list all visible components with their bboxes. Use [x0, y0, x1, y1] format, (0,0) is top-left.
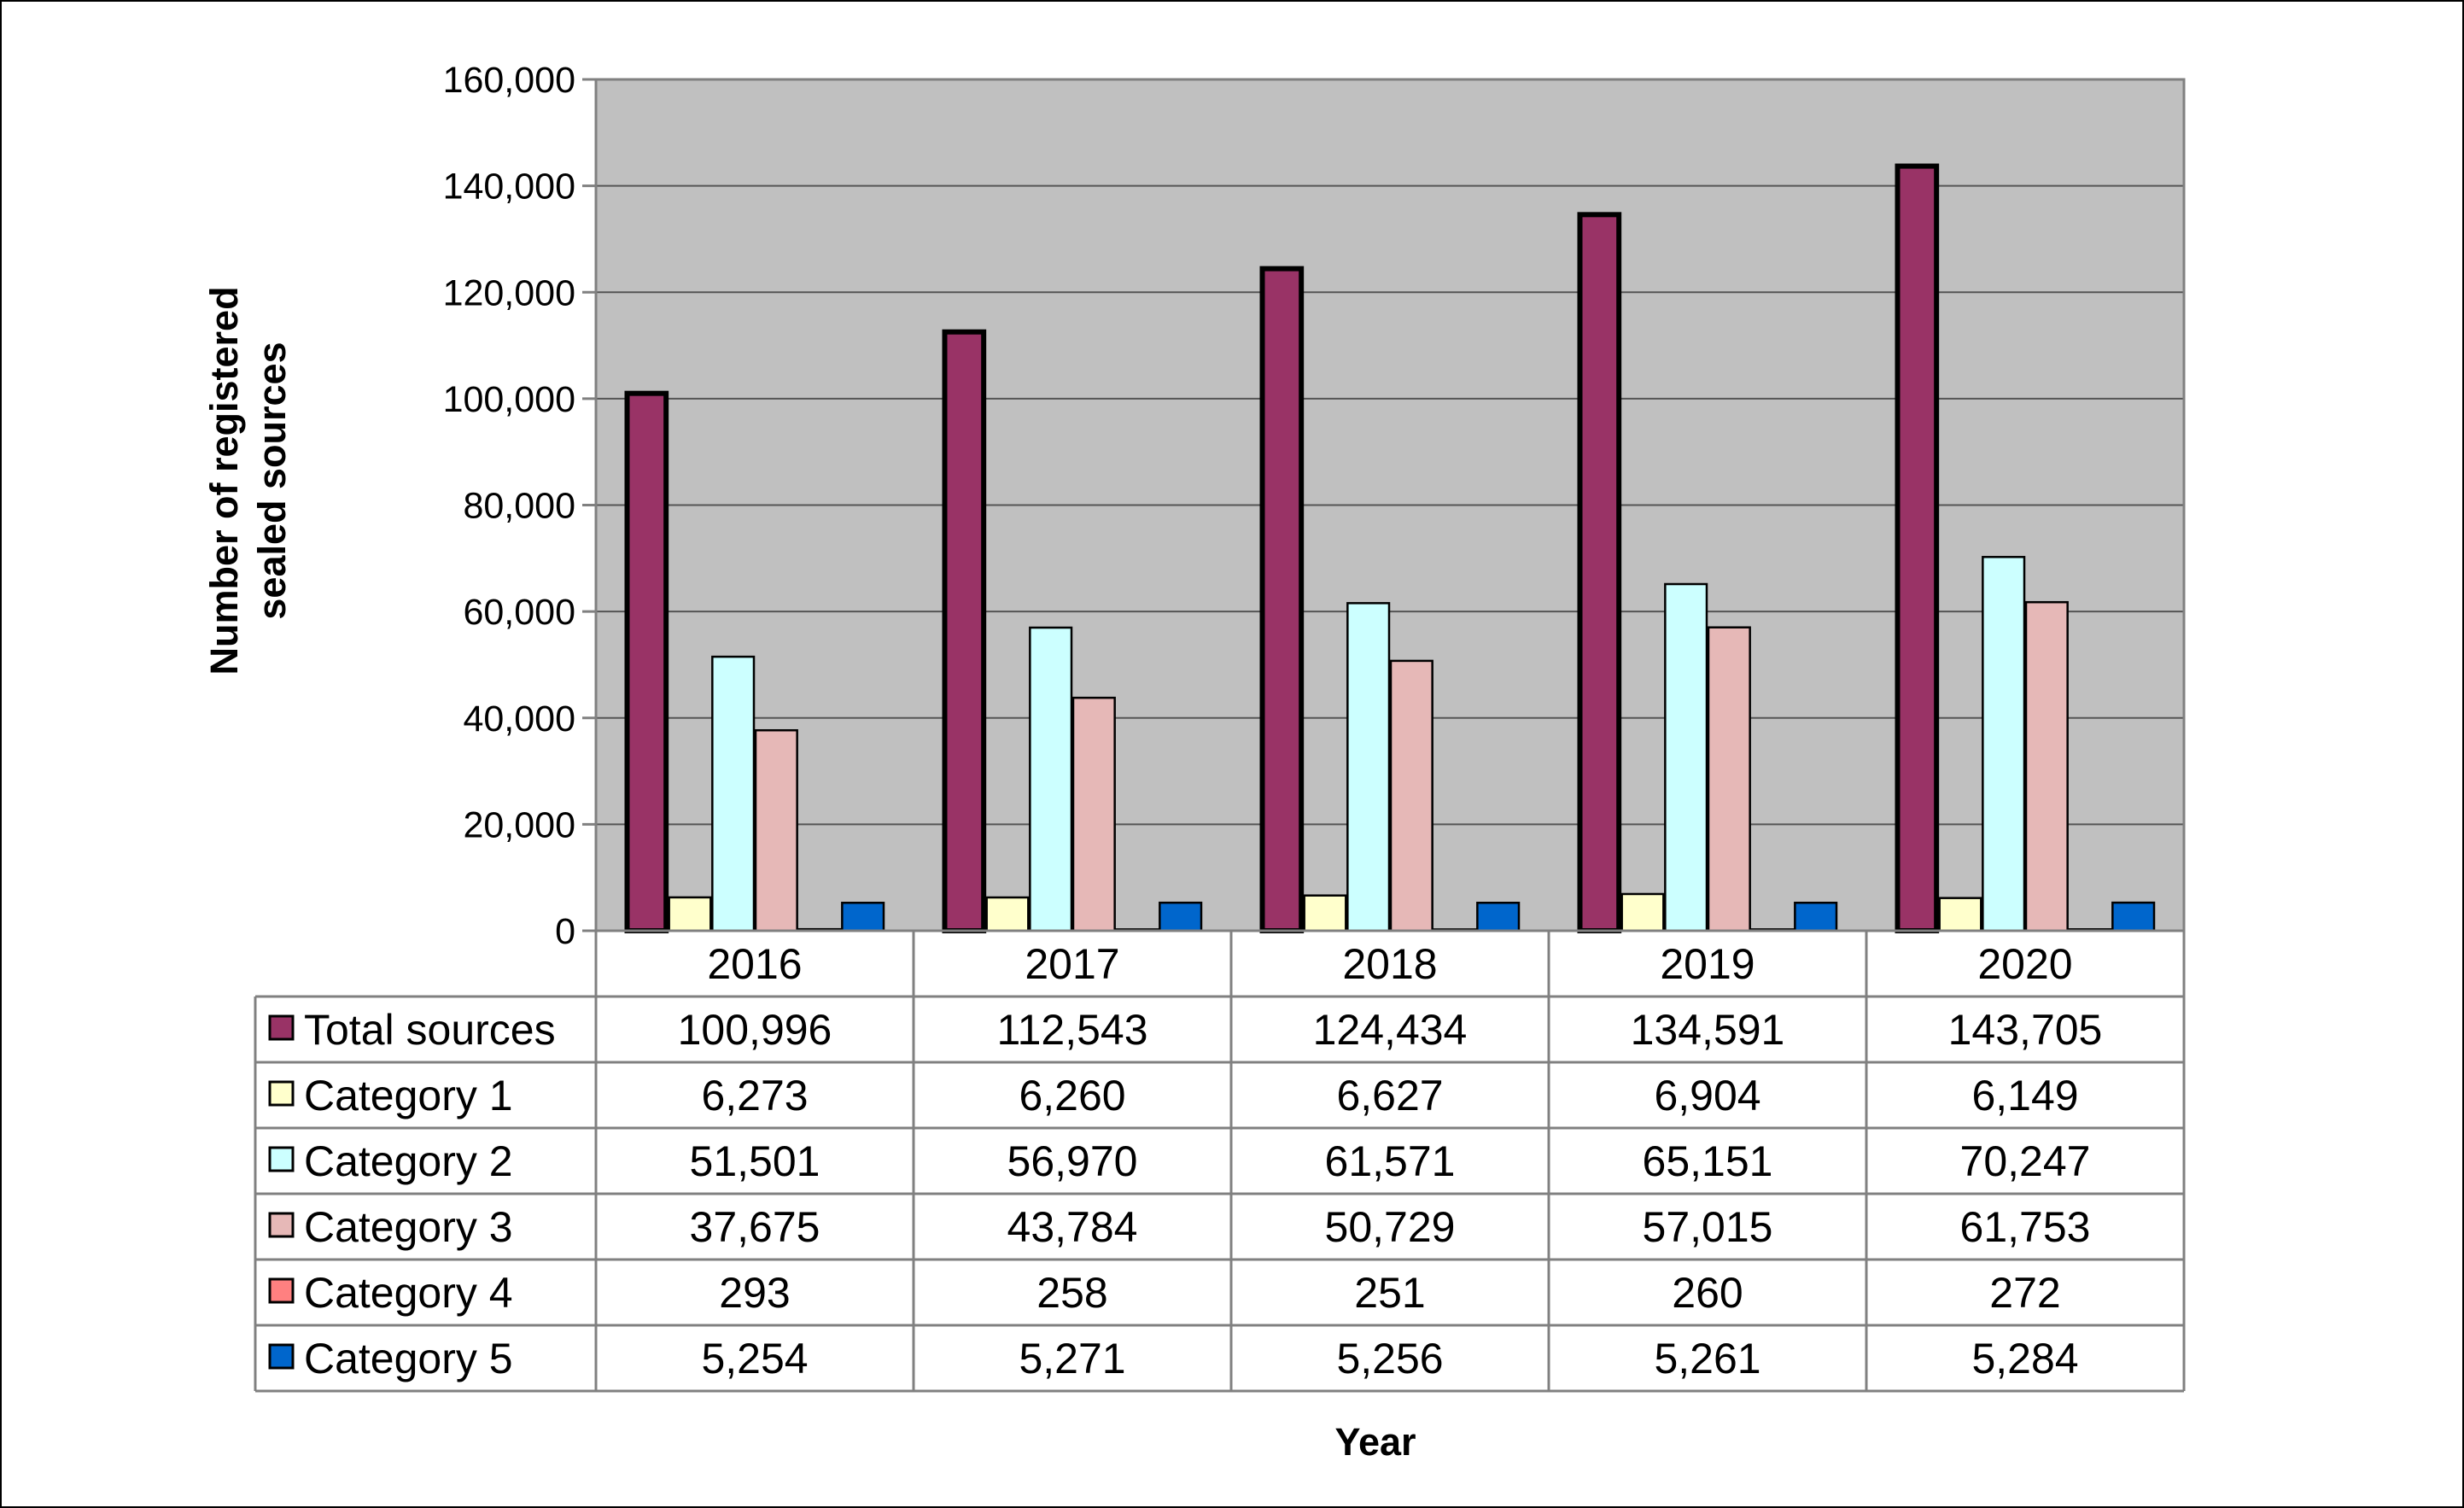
legend-swatch: [268, 1080, 295, 1107]
legend-entry: Category 4: [304, 1269, 513, 1317]
y-tick-label: 60,000: [463, 592, 575, 633]
bar-category-2: [1346, 602, 1391, 932]
bar-total-sources: [942, 329, 987, 933]
bar-category-5: [1159, 901, 1203, 932]
data-label: 51,501: [690, 1137, 820, 1185]
bar-total-sources: [1577, 212, 1622, 933]
bar-category-5: [1794, 901, 1838, 932]
data-label: 293: [719, 1269, 790, 1317]
bar-category-1: [985, 896, 1030, 932]
data-label: 5,254: [701, 1335, 808, 1382]
data-label: 134,591: [1631, 1006, 1785, 1054]
bar-category-5: [2111, 901, 2156, 932]
data-label: 43,784: [1007, 1203, 1138, 1251]
bar-total-sources: [1259, 266, 1305, 933]
data-label: 65,151: [1643, 1137, 1773, 1185]
y-tick-label: 160,000: [443, 60, 575, 101]
bar-category-1: [668, 896, 712, 932]
data-label: 61,753: [1960, 1203, 2091, 1251]
data-label: 61,571: [1325, 1137, 1456, 1185]
bar-category-2: [1664, 582, 1708, 932]
data-label: 272: [1989, 1269, 2060, 1317]
y-tick-label: 0: [555, 911, 575, 952]
y-tick-label: 100,000: [443, 379, 575, 420]
bar-category-5: [841, 902, 885, 932]
data-label: 258: [1036, 1269, 1107, 1317]
legend-entry: Total sources: [304, 1006, 556, 1054]
legend-swatch: [268, 1146, 295, 1172]
y-tick-label: 20,000: [463, 804, 575, 845]
data-table: 2016 2017 2018 2019 2020 Total sources 100,996…: [254, 929, 2186, 1393]
data-label: 6,273: [701, 1072, 808, 1119]
x-category-label: 2016: [707, 940, 802, 988]
x-axis-title: Year: [1334, 1420, 1416, 1464]
bar-total-sources: [624, 390, 669, 933]
bar-category-3: [1389, 659, 1433, 932]
data-label: 6,149: [1971, 1072, 2078, 1119]
data-label: 5,261: [1654, 1335, 1760, 1382]
legend-entry: Category 1: [304, 1072, 513, 1119]
y-axis-title-line: Number of registered: [202, 286, 246, 675]
x-category-label: 2019: [1660, 940, 1755, 988]
y-tick-label: 120,000: [443, 272, 575, 313]
data-label: 260: [1672, 1269, 1743, 1317]
x-category-label: 2017: [1025, 940, 1119, 988]
data-label: 37,675: [690, 1203, 820, 1251]
x-category-label: 2018: [1342, 940, 1437, 988]
bar-category-2: [1029, 626, 1073, 932]
y-tick-label: 40,000: [463, 698, 575, 739]
bar-category-3: [754, 728, 798, 932]
data-label: 5,284: [1971, 1335, 2078, 1382]
legend-entry: Category 3: [304, 1203, 513, 1251]
bar-category-3: [1707, 626, 1751, 932]
y-axis-title: Number of registered sealed sources: [202, 286, 294, 675]
data-label: 112,543: [996, 1006, 1147, 1054]
legend-swatch: [268, 1014, 295, 1041]
data-label: 5,256: [1336, 1335, 1443, 1382]
data-label: 6,627: [1336, 1072, 1443, 1119]
legend-swatch: [268, 1343, 295, 1370]
plot-area: 0 20,000 40,000 60,000 80,000 100,000 120,000 1…: [443, 60, 2186, 952]
y-tick-label: 80,000: [463, 486, 575, 527]
axis-titles: Number of registered sealed sources Year: [202, 286, 1416, 1464]
data-label: 50,729: [1325, 1203, 1456, 1251]
bar-category-1: [1620, 892, 1665, 932]
bar-category-1: [1938, 897, 1982, 932]
legend-swatch: [268, 1277, 295, 1304]
data-label: 124,434: [1313, 1006, 1468, 1054]
bar-category-3: [1071, 696, 1116, 932]
y-tick-label: 140,000: [443, 167, 575, 207]
y-axis-title-line: sealed sources: [250, 342, 294, 619]
bar-total-sources: [1895, 163, 1940, 934]
legend-entry: Category 2: [304, 1137, 513, 1185]
bar-category-3: [2024, 600, 2069, 932]
data-label: 251: [1354, 1269, 1425, 1317]
data-label: 100,996: [678, 1006, 832, 1054]
data-label: 5,271: [1019, 1335, 1125, 1382]
bar-category-2: [1982, 556, 2026, 932]
data-label: 57,015: [1643, 1203, 1773, 1251]
data-label: 70,247: [1960, 1137, 2091, 1185]
data-label: 6,260: [1019, 1072, 1125, 1119]
bar-category-5: [1476, 901, 1521, 932]
x-category-label: 2020: [1977, 940, 2072, 988]
data-label: 56,970: [1007, 1137, 1138, 1185]
legend-entry: Category 5: [304, 1335, 513, 1382]
bar-category-2: [711, 655, 756, 932]
data-label: 6,904: [1654, 1072, 1760, 1119]
data-label: 143,705: [1948, 1006, 2103, 1054]
bar-category-1: [1303, 894, 1347, 932]
legend-swatch: [268, 1212, 295, 1238]
